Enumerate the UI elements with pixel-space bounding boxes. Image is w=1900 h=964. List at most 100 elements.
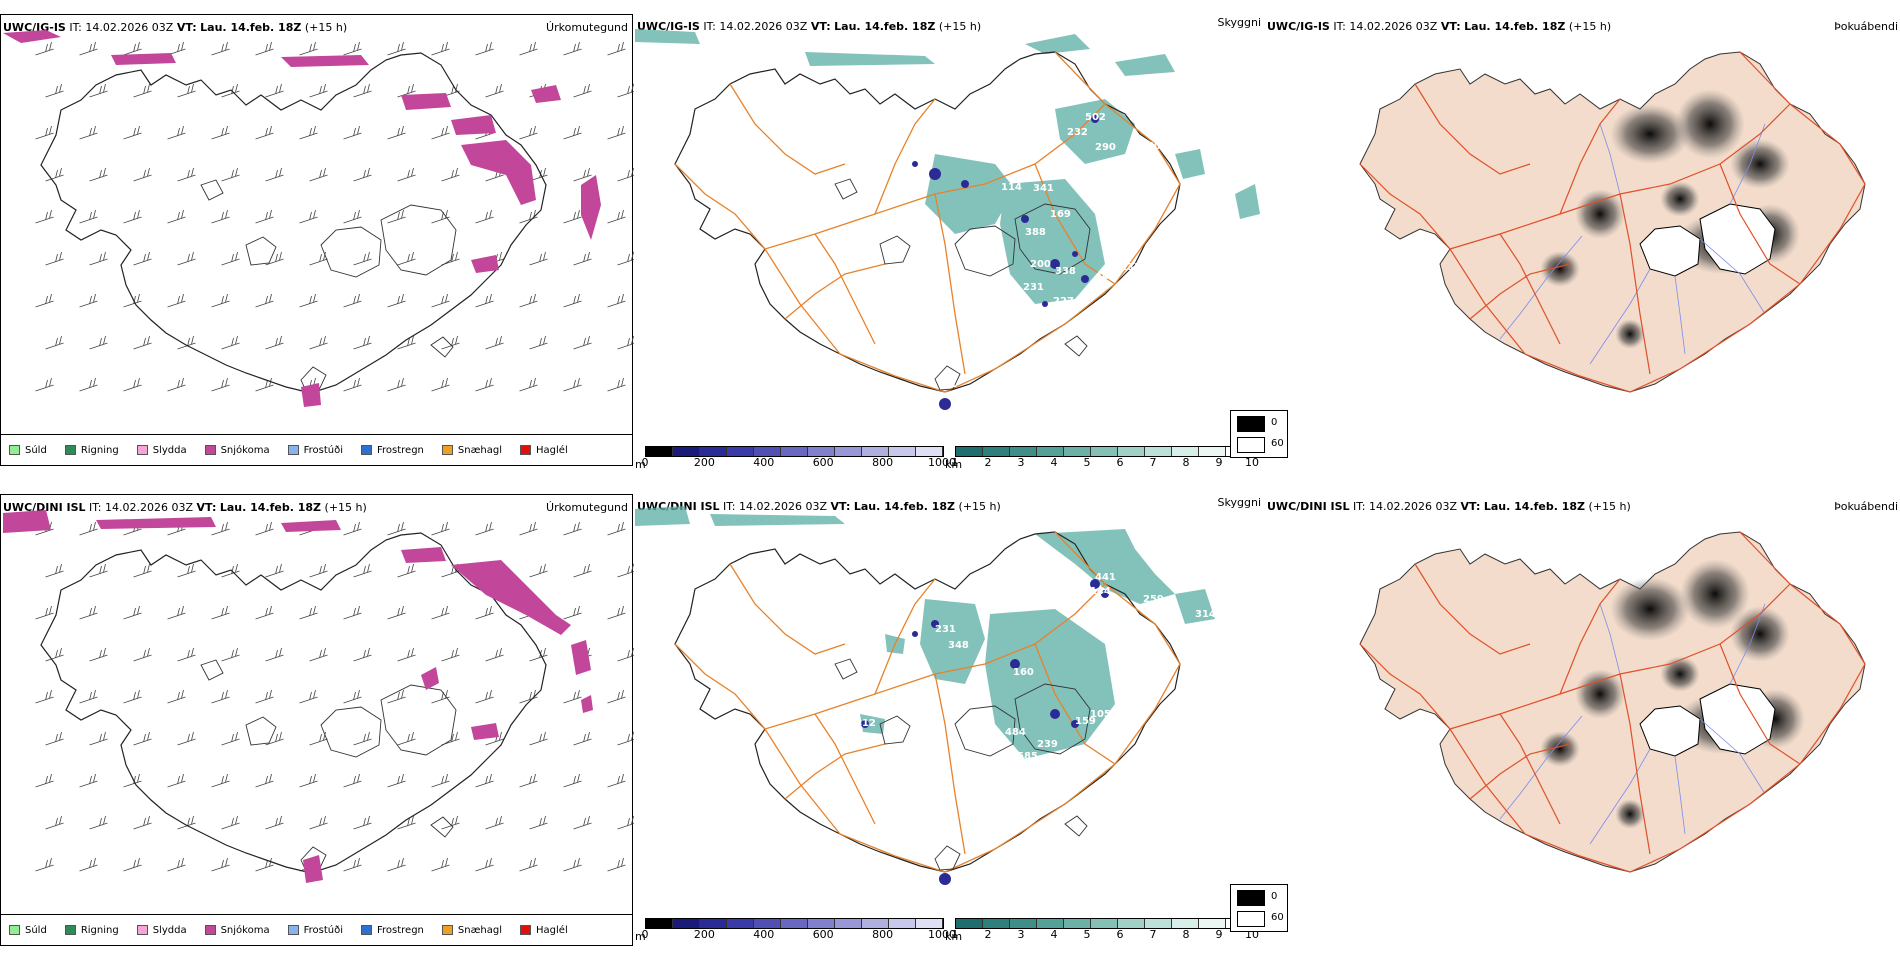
river — [1674, 755, 1686, 835]
glacier-outline — [954, 705, 1016, 757]
wind-barb — [255, 773, 274, 788]
road — [1359, 51, 1866, 393]
colorbar-tick-label: 4 — [1050, 928, 1058, 941]
wind-barb — [573, 251, 592, 266]
snow-area — [531, 85, 561, 103]
wind-barb — [397, 83, 416, 98]
wind-barb — [123, 125, 142, 140]
wind-barb — [35, 209, 54, 224]
fog-area — [1540, 251, 1580, 287]
colorbar-swatch — [1118, 919, 1145, 928]
snow-area — [581, 695, 593, 713]
wind-barb — [45, 167, 64, 182]
ceiling-height-label: 144 — [1090, 586, 1111, 597]
wind-barb — [133, 731, 152, 746]
wind-barb — [211, 377, 230, 392]
wind-barb — [221, 647, 240, 662]
road — [1034, 643, 1116, 765]
wind-barb — [211, 521, 230, 536]
fog-areas — [1540, 89, 1800, 349]
wind-barb — [431, 689, 450, 704]
legend-label: Súld — [25, 924, 47, 936]
glacier-outline — [245, 236, 277, 266]
wind-barb — [343, 41, 362, 56]
colorbar-swatch — [646, 919, 673, 928]
snow-area — [3, 510, 51, 533]
wind-barb — [387, 689, 406, 704]
ceiling-height-label: 231 — [935, 624, 956, 635]
colorbar-swatch — [835, 447, 862, 456]
wind-barb — [35, 377, 54, 392]
precip-type-panel: UWC/IG-IS IT: 14.02.2026 03Z VT: Lau. 14… — [0, 14, 634, 466]
wind-barb — [79, 689, 98, 704]
road — [1719, 643, 1801, 765]
glacier-outline — [380, 204, 457, 276]
wind-barb — [309, 251, 328, 266]
wind-barb — [123, 857, 142, 872]
panel-header: UWC/IG-IS IT: 14.02.2026 03Z VT: Lau. 14… — [637, 20, 982, 33]
ceiling-height-label: 484 — [1005, 727, 1026, 738]
wind-barb — [573, 563, 592, 578]
wind-barb — [309, 335, 328, 350]
wind-barb — [133, 815, 152, 830]
visibility-colorbar: km 1 2 3 4 5 6 7 8 9 10 — [945, 446, 1259, 472]
colorbar-tick-label: 6 — [1116, 456, 1124, 469]
road — [1559, 98, 1621, 215]
legend-swatch — [441, 925, 453, 935]
wind-barb — [79, 41, 98, 56]
wind-barb — [167, 293, 186, 308]
ceiling-height-label: 314 — [1195, 609, 1216, 620]
road — [1449, 103, 1791, 250]
wind-barb — [133, 563, 152, 578]
wind-barb — [607, 293, 626, 308]
colorbar-swatch — [1037, 919, 1064, 928]
road — [1559, 578, 1621, 695]
colorbar-tick-label: 1000 — [928, 928, 956, 941]
wind-barb — [45, 563, 64, 578]
snow-area — [96, 517, 216, 529]
wind-barb — [519, 41, 538, 56]
wind-barb — [563, 857, 582, 872]
legend-label: Súld — [25, 444, 47, 456]
low-ceiling-spot — [1050, 259, 1060, 269]
colorbar-swatch — [1010, 447, 1037, 456]
wind-barb — [123, 293, 142, 308]
glacier-outline — [1014, 203, 1091, 275]
snow-area — [401, 93, 451, 110]
colorbar-swatch — [1199, 447, 1226, 456]
wind-barb — [133, 167, 152, 182]
wind-barb — [475, 605, 494, 620]
wind-barb — [123, 689, 142, 704]
road — [674, 531, 1181, 873]
iceland-outline — [674, 531, 1181, 873]
colorbar-swatch — [1199, 919, 1226, 928]
glacier-outline — [879, 235, 911, 265]
wind-barb — [387, 209, 406, 224]
legend-item: Snjókoma — [204, 445, 270, 456]
wind-barb — [167, 857, 186, 872]
legend-item: Frostúði — [287, 925, 343, 936]
wind-barb — [343, 605, 362, 620]
low-visibility-area — [925, 154, 1015, 234]
wind-barb — [441, 335, 460, 350]
wind-barb — [529, 731, 548, 746]
legend-swatch — [204, 925, 216, 935]
low-ceiling-spot — [912, 161, 918, 167]
ceiling-height-label: 341 — [1033, 183, 1054, 194]
ceiling-height-label: 227 — [1053, 296, 1074, 307]
wind-barb — [255, 521, 274, 536]
ceiling-height-label: 169 — [1050, 209, 1071, 220]
wind-barb — [265, 83, 284, 98]
low-visibility-area — [860, 714, 885, 734]
wind-barb — [343, 689, 362, 704]
glacier-white — [1699, 203, 1776, 275]
low-ceiling-spots — [861, 579, 1109, 885]
road — [729, 563, 846, 655]
road — [784, 743, 886, 800]
ceiling-height-label: 133 — [1120, 262, 1141, 273]
fog-legend-label: 0 — [1271, 891, 1278, 902]
wind-barb — [79, 377, 98, 392]
wind-barb — [45, 335, 64, 350]
wind-barb — [45, 647, 64, 662]
wind-barb — [177, 563, 196, 578]
